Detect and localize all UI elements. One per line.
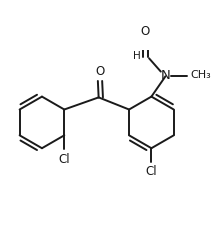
Text: O: O — [141, 25, 150, 38]
Text: Cl: Cl — [58, 153, 70, 165]
Text: O: O — [95, 65, 105, 78]
Text: H: H — [133, 51, 140, 61]
Text: CH₃: CH₃ — [190, 70, 211, 81]
Text: Cl: Cl — [146, 165, 157, 178]
Text: N: N — [161, 69, 170, 82]
